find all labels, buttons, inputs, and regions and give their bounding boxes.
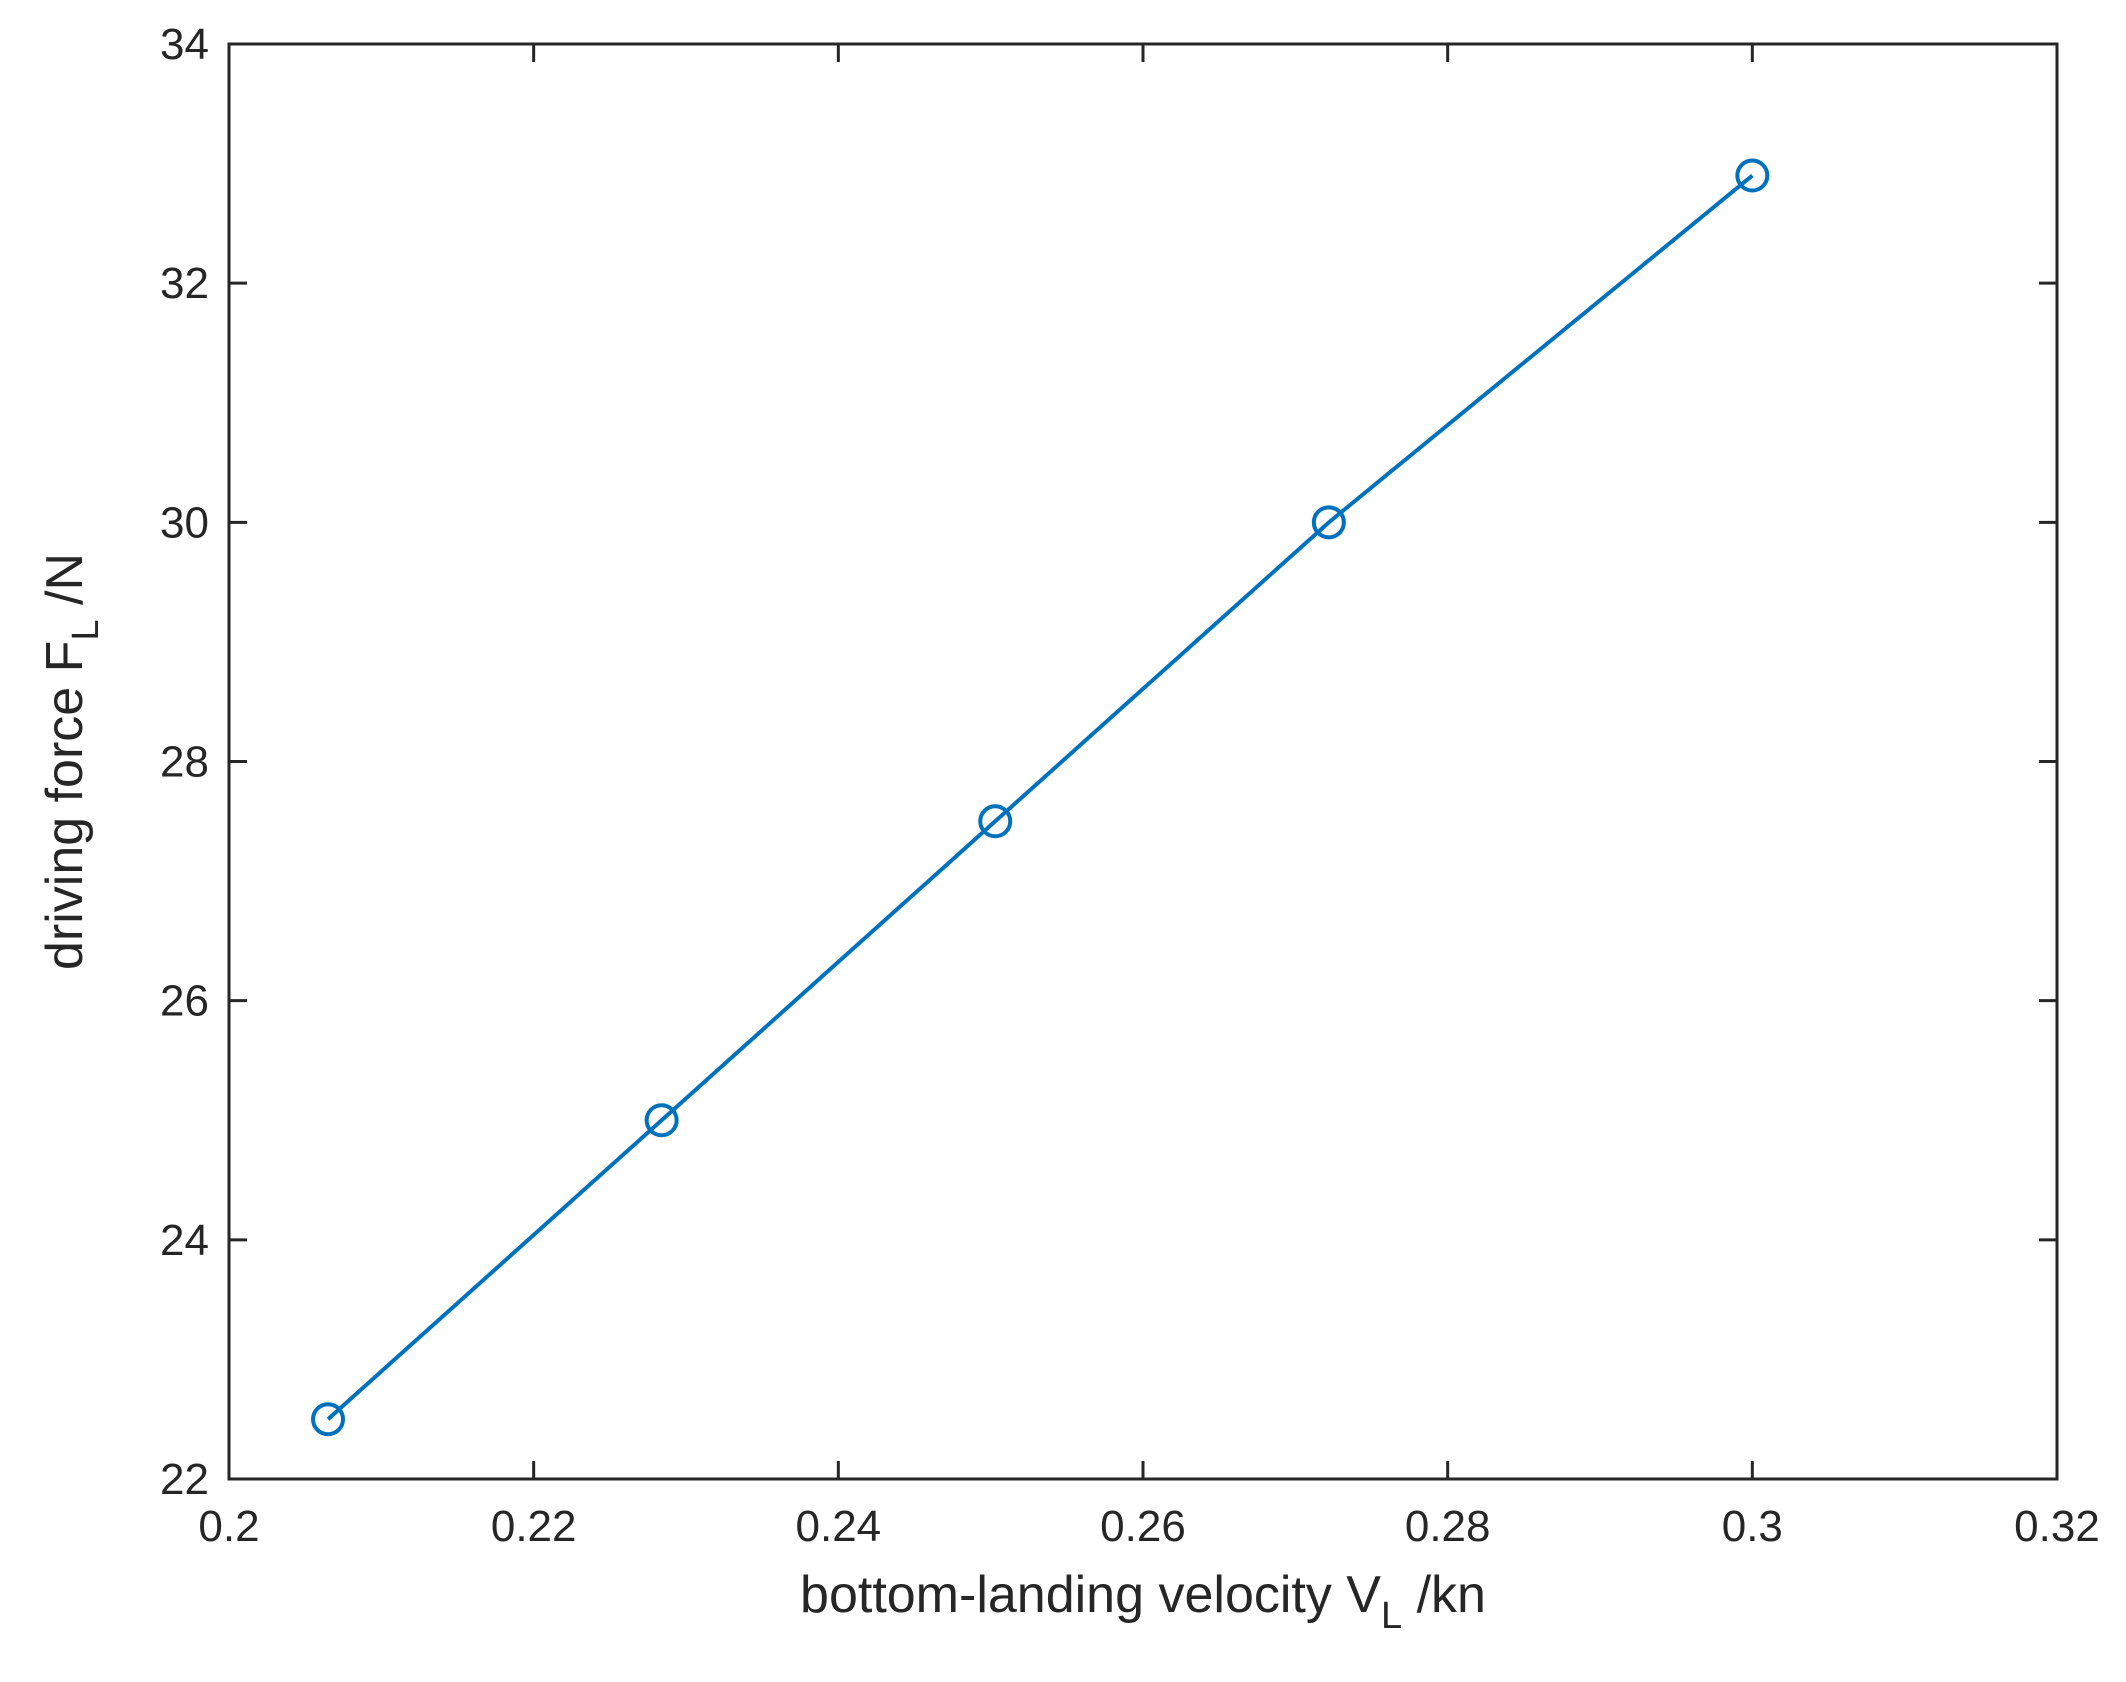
data-point (1735, 158, 1770, 193)
x-axis-label-main: bottom-landing velocity V (800, 1566, 1381, 1624)
x-tick-label: 0.3 (1722, 1502, 1783, 1551)
data-point (978, 804, 1013, 839)
series-line (326, 173, 1754, 1421)
y-tick-label: 30 (160, 498, 209, 547)
x-tick-label: 0.32 (2014, 1502, 2100, 1551)
y-axis-label: driving force FL /N (36, 553, 107, 970)
x-axis-label-unit: /kn (1402, 1566, 1486, 1624)
x-axis-label: bottom-landing velocity VL /kn (800, 1566, 1486, 1637)
y-tick-label: 28 (160, 738, 209, 787)
y-tick-label: 24 (160, 1216, 209, 1265)
y-tick-label: 22 (160, 1455, 209, 1504)
x-tick-labels: 0.2 0.22 0.24 0.26 0.28 0.3 0.32 (198, 1502, 2099, 1551)
x-tick-label: 0.28 (1405, 1502, 1491, 1551)
y-axis-label-unit: /N (36, 553, 94, 619)
data-point (1311, 505, 1346, 540)
data-point (644, 1103, 679, 1138)
y-axis-label-sub: L (65, 619, 107, 640)
x-tick-label: 0.26 (1100, 1502, 1186, 1551)
x-tick-label: 0.24 (796, 1502, 882, 1551)
x-axis-label-sub: L (1381, 1595, 1402, 1637)
y-axis-label-main: driving force F (36, 641, 94, 970)
x-tick-label: 0.22 (491, 1502, 577, 1551)
y-tick-labels: 22 24 26 28 30 32 34 (160, 20, 209, 1504)
y-tick-label: 34 (160, 20, 209, 69)
data-point (311, 1402, 346, 1437)
x-tick-label: 0.2 (198, 1502, 259, 1551)
series-layer (311, 158, 1770, 1437)
plot-frame (227, 42, 2059, 1481)
y-tick-label: 32 (160, 259, 209, 308)
y-tick-label: 26 (160, 977, 209, 1026)
